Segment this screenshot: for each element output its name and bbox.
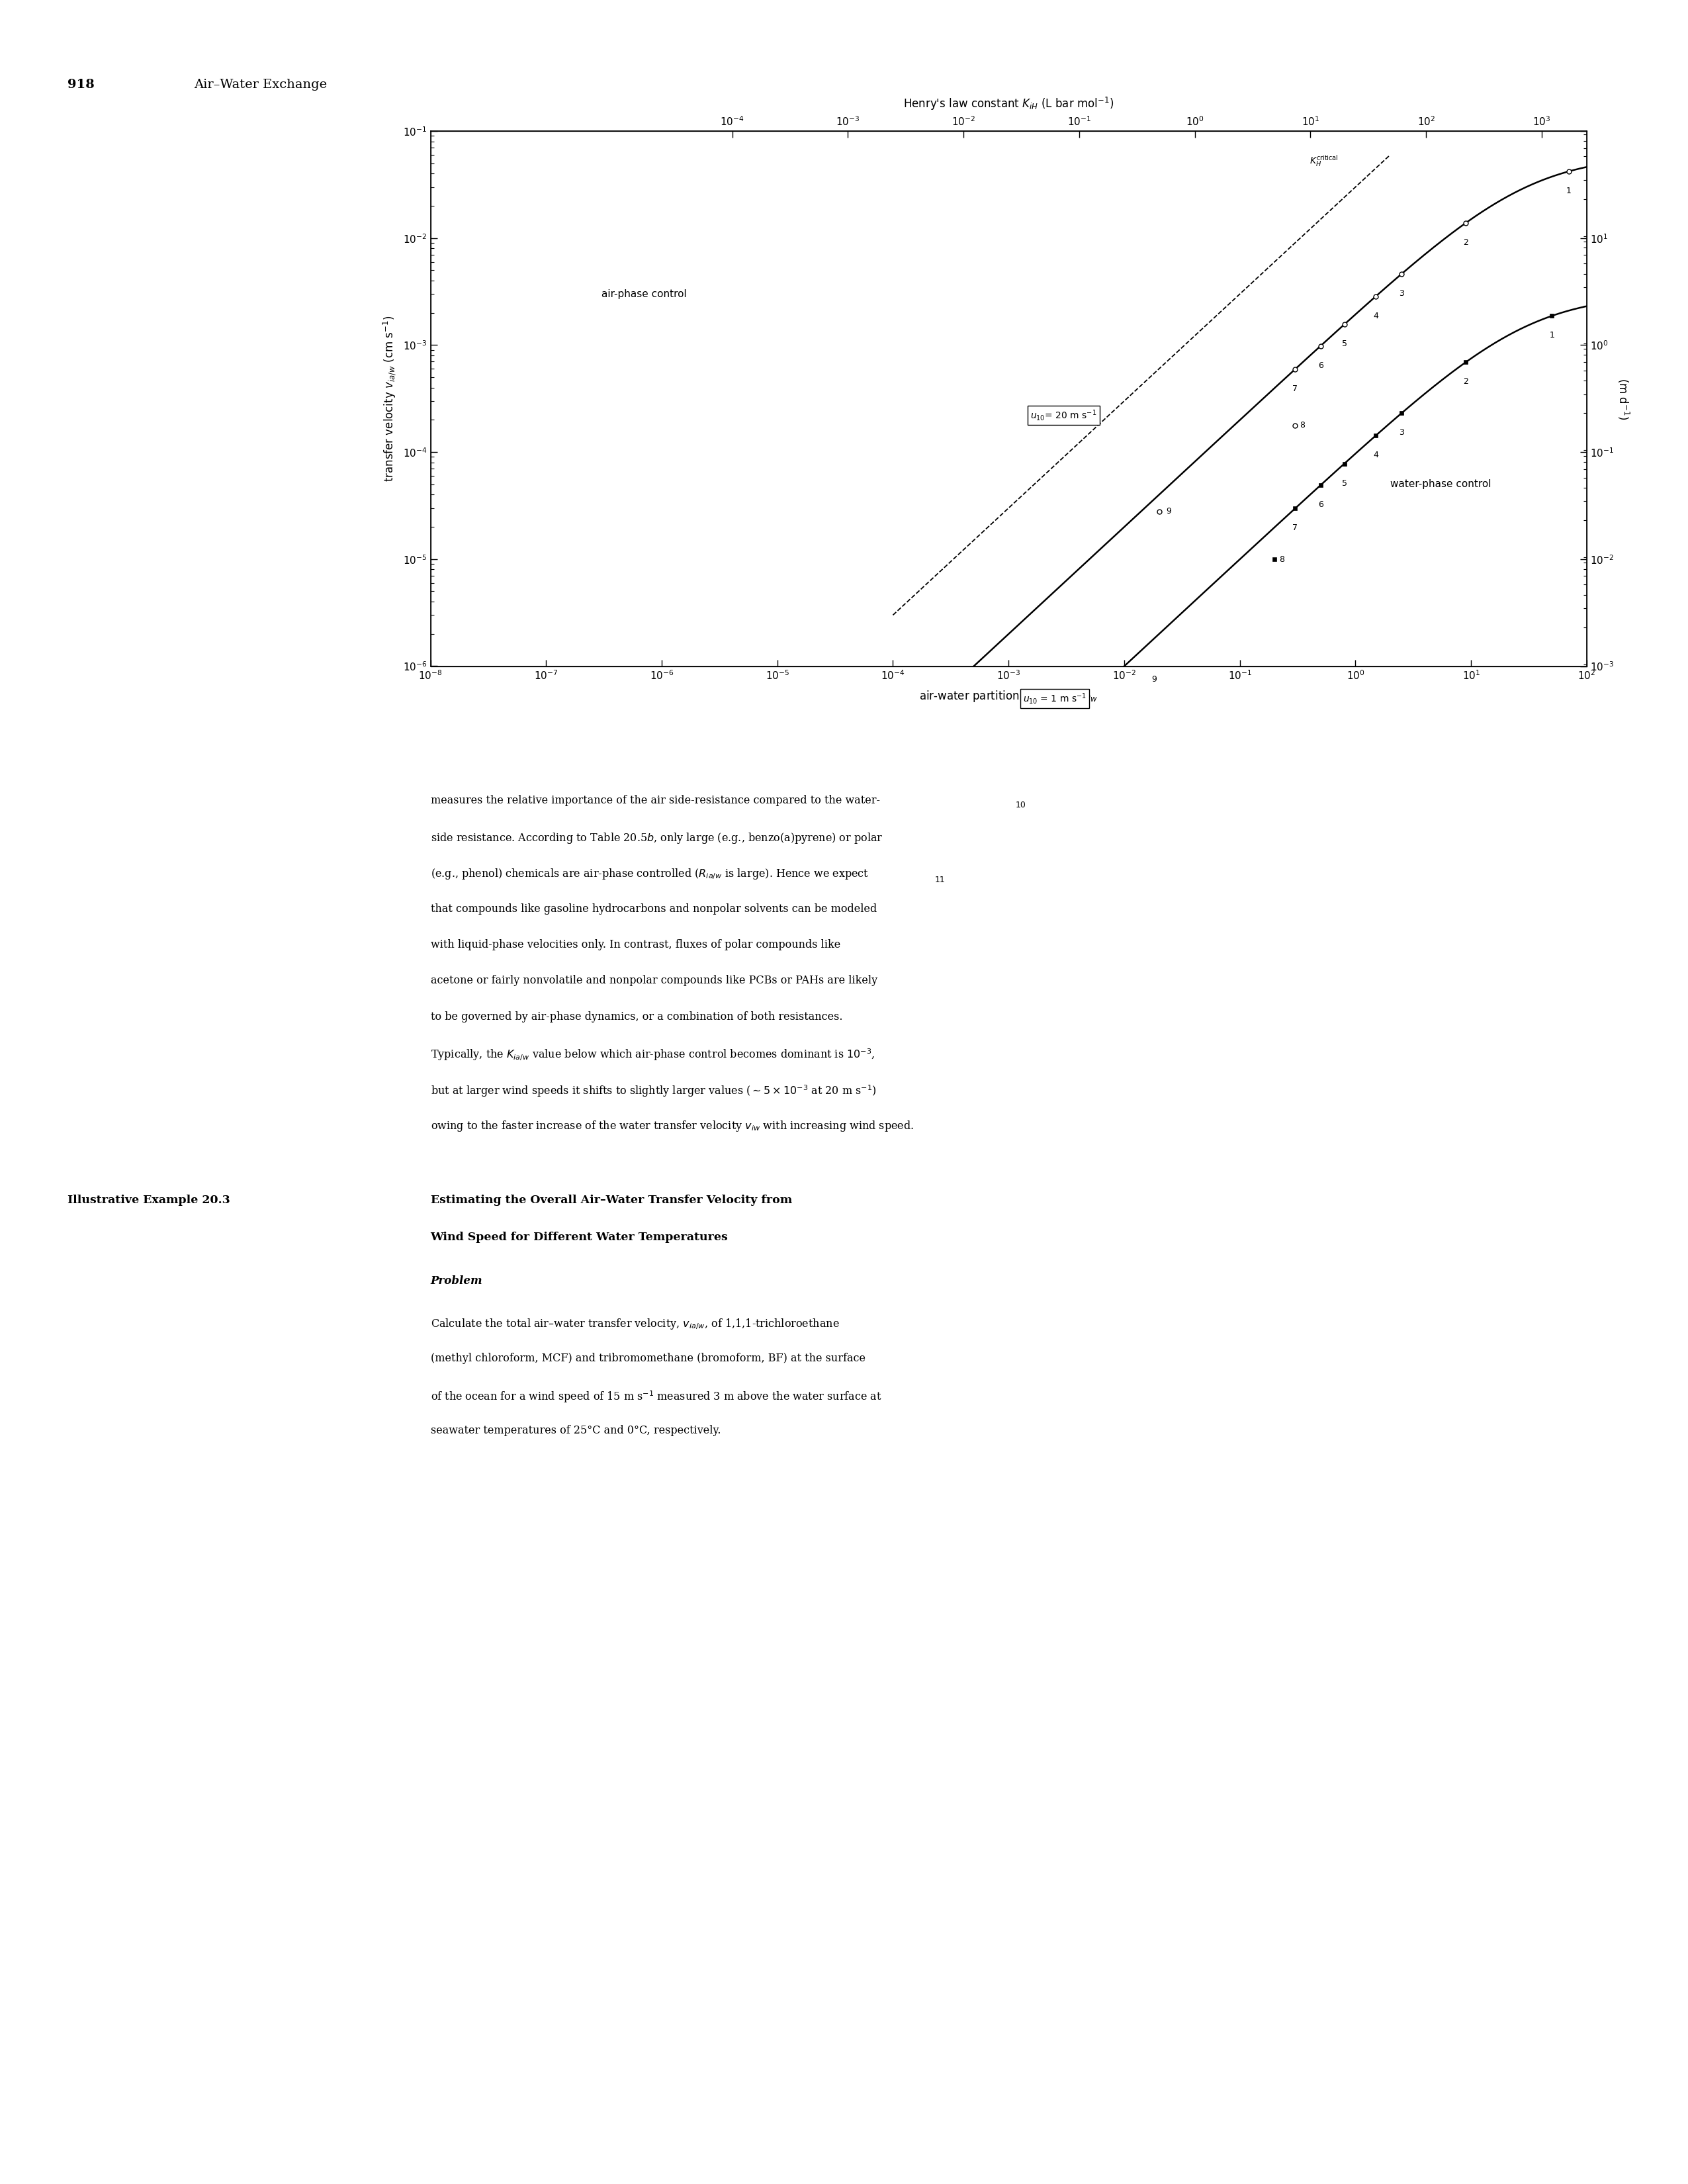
Text: but at larger wind speeds it shifts to slightly larger values ($\sim 5 \times 10: but at larger wind speeds it shifts to s…: [430, 1083, 876, 1099]
Text: side resistance. According to Table 20.5$b$, only large (e.g., benzo(a)pyrene) o: side resistance. According to Table 20.5…: [430, 830, 883, 845]
Text: 5: 5: [1342, 478, 1347, 487]
Text: with liquid-phase velocities only. In contrast, fluxes of polar compounds like: with liquid-phase velocities only. In co…: [430, 939, 841, 950]
Text: 4: 4: [1374, 312, 1379, 321]
Text: 3: 3: [1399, 428, 1404, 437]
Text: Wind Speed for Different Water Temperatures: Wind Speed for Different Water Temperatu…: [430, 1232, 728, 1243]
Text: Estimating the Overall Air–Water Transfer Velocity from: Estimating the Overall Air–Water Transfe…: [430, 1195, 792, 1206]
Text: 9: 9: [1151, 675, 1156, 684]
Text: water-phase control: water-phase control: [1391, 478, 1491, 489]
Text: $K_H^{\rm critical}$: $K_H^{\rm critical}$: [1310, 153, 1339, 168]
Text: $u_{10}$ = 1 m s$^{-1}$: $u_{10}$ = 1 m s$^{-1}$: [1023, 692, 1087, 705]
Text: to be governed by air-phase dynamics, or a combination of both resistances.: to be governed by air-phase dynamics, or…: [430, 1011, 842, 1022]
X-axis label: air-water partition constant $K_{ia/w}$: air-water partition constant $K_{ia/w}$: [920, 690, 1097, 703]
Text: 1: 1: [1550, 332, 1555, 341]
Text: (e.g., phenol) chemicals are air-phase controlled ($R_{ia/w}$ is large). Hence w: (e.g., phenol) chemicals are air-phase c…: [430, 867, 869, 880]
Text: 7: 7: [1293, 524, 1298, 533]
X-axis label: Henry's law constant $K_{iH}$ (L bar mol$^{-1}$): Henry's law constant $K_{iH}$ (L bar mol…: [903, 96, 1114, 111]
Text: $u_{10}$= 20 m s$^{-1}$: $u_{10}$= 20 m s$^{-1}$: [1031, 408, 1097, 422]
Y-axis label: transfer velocity $v_{ia/w}$ (cm s$^{-1}$): transfer velocity $v_{ia/w}$ (cm s$^{-1}…: [381, 314, 397, 483]
Text: 7: 7: [1293, 384, 1298, 393]
Text: 6: 6: [1318, 500, 1323, 509]
Y-axis label: (m d$^{-1}$): (m d$^{-1}$): [1615, 378, 1631, 419]
Text: 10: 10: [1016, 802, 1026, 810]
Text: Calculate the total air–water transfer velocity, $v_{ia/w}$, of 1,1,1-trichloroe: Calculate the total air–water transfer v…: [430, 1317, 839, 1330]
Text: seawater temperatures of 25°C and 0°C, respectively.: seawater temperatures of 25°C and 0°C, r…: [430, 1426, 721, 1437]
Text: Air–Water Exchange: Air–Water Exchange: [194, 79, 327, 90]
Text: owing to the faster increase of the water transfer velocity $v_{iw}$ with increa: owing to the faster increase of the wate…: [430, 1118, 913, 1133]
Text: 2: 2: [1463, 378, 1469, 387]
Text: 11: 11: [935, 876, 945, 885]
Text: 1: 1: [1566, 186, 1572, 194]
Text: 918: 918: [68, 79, 95, 90]
Text: 9: 9: [1166, 507, 1171, 515]
Text: Illustrative Example 20.3: Illustrative Example 20.3: [68, 1195, 230, 1206]
Text: measures the relative importance of the air side-resistance compared to the wate: measures the relative importance of the …: [430, 795, 879, 806]
Text: Problem: Problem: [430, 1275, 483, 1286]
Text: acetone or fairly nonvolatile and nonpolar compounds like PCBs or PAHs are likel: acetone or fairly nonvolatile and nonpol…: [430, 974, 878, 987]
Text: Typically, the $K_{ia/w}$ value below which air-phase control becomes dominant i: Typically, the $K_{ia/w}$ value below wh…: [430, 1048, 874, 1061]
Text: 2: 2: [1463, 238, 1469, 247]
Text: (methyl chloroform, MCF) and tribromomethane (bromoform, BF) at the surface: (methyl chloroform, MCF) and tribromomet…: [430, 1352, 866, 1365]
Text: that compounds like gasoline hydrocarbons and nonpolar solvents can be modeled: that compounds like gasoline hydrocarbon…: [430, 904, 876, 915]
Text: of the ocean for a wind speed of 15 m s$^{-1}$ measured 3 m above the water surf: of the ocean for a wind speed of 15 m s$…: [430, 1389, 881, 1404]
Text: air-phase control: air-phase control: [601, 288, 687, 299]
Text: 3: 3: [1399, 288, 1404, 297]
Text: 6: 6: [1318, 360, 1323, 369]
Text: 4: 4: [1374, 450, 1379, 459]
Text: 5: 5: [1342, 341, 1347, 347]
Text: 8: 8: [1280, 555, 1285, 563]
Text: 8: 8: [1300, 422, 1305, 430]
